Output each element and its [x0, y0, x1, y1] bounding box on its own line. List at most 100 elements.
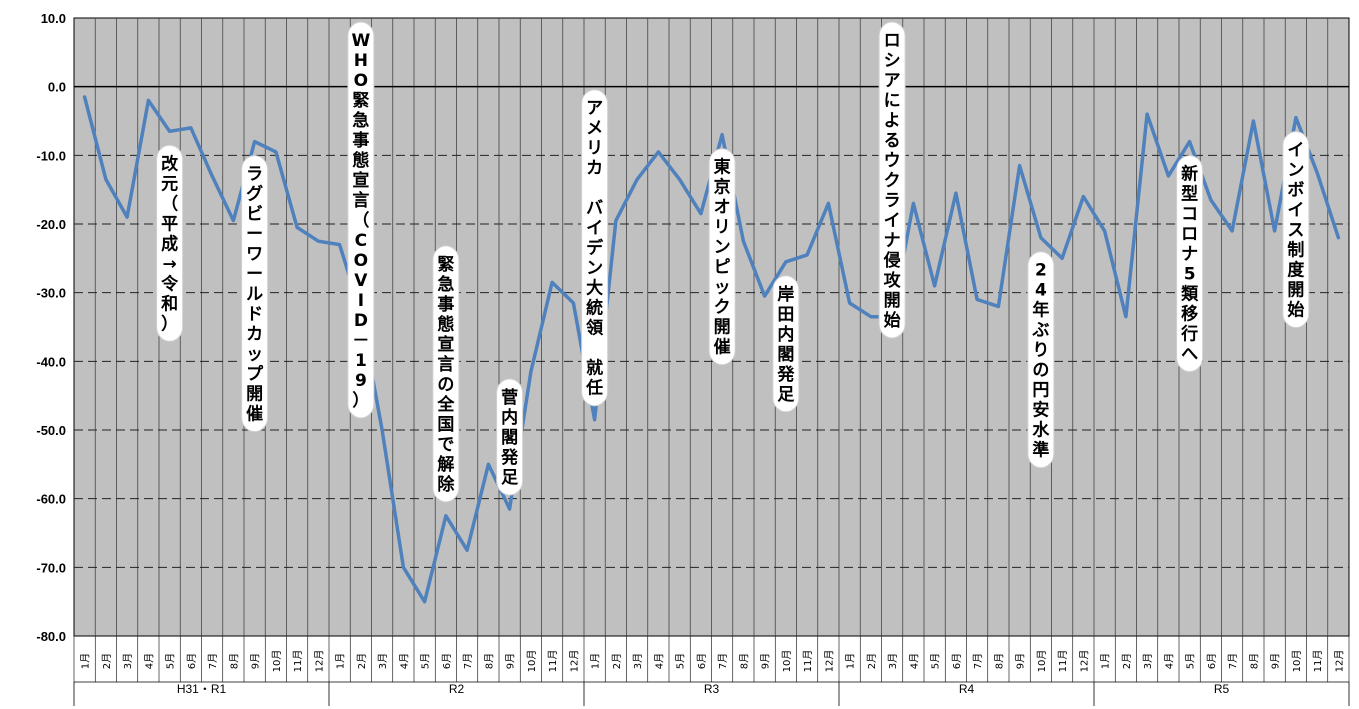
data-point — [274, 150, 278, 154]
month-tick-label: 3月 — [1142, 653, 1154, 669]
data-point — [1103, 229, 1106, 233]
month-tick-label: 5月 — [930, 653, 942, 669]
month-tick-label: 4月 — [1163, 653, 1175, 669]
y-tick-label: -80.0 — [36, 629, 66, 644]
month-tick-label: 4月 — [653, 653, 665, 669]
annotation-callout: アメリカ バイデン大統領 就任 — [581, 89, 609, 407]
month-tick-label: 10月 — [1291, 650, 1303, 673]
month-tick-label: 1月 — [845, 653, 857, 669]
data-point — [1039, 236, 1043, 239]
annotation-text: 改元（平成→令和） — [161, 153, 179, 334]
annotation-pill — [1282, 131, 1310, 329]
data-point — [253, 140, 256, 143]
data-point — [1167, 174, 1170, 178]
annotation-callout: W H O 緊急事態宣言（ C O V I D － 1 9） — [347, 21, 375, 419]
annotation-text: 新型コロナ 5 類移行へ — [1180, 164, 1199, 365]
month-tick-label: 3月 — [887, 653, 899, 669]
data-point — [232, 219, 235, 222]
month-tick-label: 7月 — [717, 653, 729, 669]
data-point — [147, 99, 150, 102]
month-tick-label: 11月 — [1312, 650, 1324, 673]
month-tick-label: 7月 — [972, 653, 984, 669]
month-tick-label: 10月 — [781, 650, 793, 673]
annotation-callout: インボイス制度開始 — [1282, 131, 1310, 329]
month-tick-label: 3月 — [377, 653, 389, 669]
month-tick-label: 2月 — [611, 653, 623, 669]
annotation-text: アメリカ バイデン大統領 就任 — [585, 99, 604, 399]
annotation-pill — [708, 148, 736, 366]
month-tick-label: 5月 — [675, 653, 687, 669]
month-tick-label: 9月 — [250, 653, 262, 669]
month-tick-label: 1月 — [1100, 653, 1112, 669]
month-tick-label: 5月 — [420, 653, 432, 669]
data-point — [1060, 257, 1064, 260]
data-point — [83, 95, 86, 99]
month-tick-label: 2月 — [1121, 653, 1133, 669]
month-tick-label: 6月 — [951, 653, 963, 669]
month-tick-label: 1月 — [590, 653, 602, 669]
annotation-callout: 菅内閣発足 — [496, 378, 524, 496]
month-tick-label: 4月 — [398, 653, 410, 669]
annotation-pill — [156, 144, 184, 342]
data-point — [529, 370, 533, 373]
annotation-pill — [878, 21, 906, 339]
data-point — [465, 548, 469, 552]
data-point — [423, 600, 426, 603]
data-point — [720, 133, 724, 136]
annotation-pill — [1176, 155, 1204, 373]
annotation-callout: ロシアによるウクライナ侵攻開始 — [878, 21, 906, 339]
month-tick-label: 6月 — [441, 653, 453, 669]
annotation-text: ラグビーワールドカップ開催 — [246, 165, 264, 425]
month-tick-label: 7月 — [462, 653, 474, 669]
data-point — [784, 260, 788, 263]
month-tick-label: 6月 — [696, 653, 708, 669]
month-tick-label: 3月 — [122, 653, 134, 669]
data-point — [189, 126, 193, 130]
data-point — [572, 301, 575, 305]
month-tick-label: 4月 — [143, 653, 155, 669]
month-tick-label: 8月 — [1248, 653, 1260, 669]
annotation-text: インボイス制度開始 — [1287, 141, 1305, 321]
year-label: R4 — [959, 682, 975, 696]
month-tick-label: 9月 — [1015, 653, 1027, 669]
data-point — [614, 219, 618, 222]
data-point — [1315, 171, 1319, 174]
month-tick-label: 11月 — [802, 650, 814, 673]
data-point — [635, 178, 639, 181]
month-tick-label: 7月 — [1227, 653, 1239, 669]
data-point — [125, 215, 129, 219]
data-point — [487, 463, 490, 466]
month-tick-label: 8月 — [228, 653, 240, 669]
month-tick-label: 6月 — [186, 653, 198, 669]
month-tick-label: 10月 — [1036, 650, 1048, 673]
year-label: H31・R1 — [177, 682, 227, 696]
month-tick-label: 8月 — [993, 653, 1005, 669]
data-point — [912, 202, 915, 205]
annotation-callout: 緊急事態宣言の全国で解除 — [432, 245, 460, 503]
data-point — [678, 178, 681, 181]
data-point — [210, 174, 214, 178]
month-tick-label: 12月 — [568, 650, 580, 673]
data-point — [805, 253, 809, 257]
month-tick-label: 1月 — [80, 653, 92, 669]
y-tick-label: -20.0 — [36, 217, 66, 232]
annotation-text: 2 4 年ぶりの円安水準 — [1031, 261, 1050, 461]
annotation-text: W H O 緊急事態宣言（ C O V I D － 1 9） — [351, 31, 370, 411]
y-tick-label: -30.0 — [36, 286, 66, 301]
y-axis: 10.0 0.0 -10.0 -20.0 -30.0 -40.0 -50.0 -60.0 -70… — [36, 11, 66, 644]
annotation-callout: 2 4 年ぶりの円安水準 — [1027, 251, 1055, 469]
y-tick-label: -60.0 — [36, 492, 66, 507]
y-tick-label: 0.0 — [48, 80, 66, 95]
data-point — [402, 566, 405, 569]
month-tick-label: 10月 — [271, 650, 283, 673]
data-point — [380, 428, 384, 432]
annotation-pill — [347, 21, 375, 419]
data-point — [168, 130, 171, 133]
month-tick-label: 9月 — [760, 653, 772, 669]
y-tick-label: -50.0 — [36, 423, 66, 438]
month-tick-label: 10月 — [526, 650, 538, 673]
data-point — [975, 298, 979, 301]
data-point — [338, 243, 341, 246]
